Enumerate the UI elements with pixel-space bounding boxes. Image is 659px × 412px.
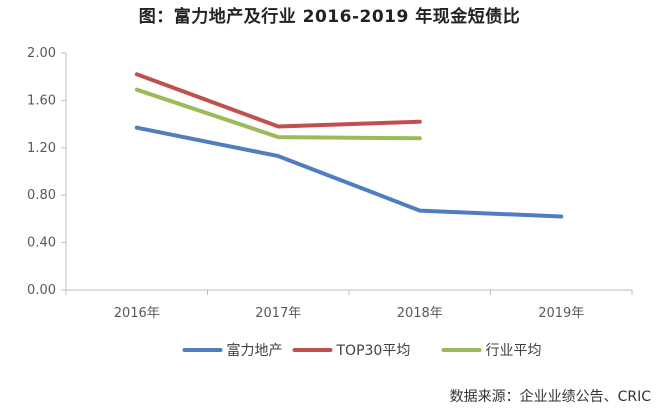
y-tick-label: 0.40: [27, 236, 56, 251]
series-lines: [134, 72, 564, 219]
legend-label-3: 行业平均: [486, 343, 542, 359]
series-line-1: [134, 125, 564, 219]
legend-label-1: 富力地产: [227, 342, 283, 359]
x-tick-label: 2018年: [397, 306, 443, 321]
x-tick-label: 2017年: [255, 306, 301, 321]
y-tick-label: 0.00: [27, 283, 56, 298]
x-tick-label: 2016年: [114, 306, 160, 321]
legend: 富力地产 TOP30平均 行业平均: [182, 342, 542, 359]
y-tick-label: 1.20: [27, 141, 56, 156]
axes: 0.00 0.40 0.80 1.20 1.60 2.00 2016年 2017年 2018年 2…: [27, 46, 633, 321]
y-tick-label: 2.00: [27, 46, 56, 61]
chart-title: 图：富力地产及行业 2016-2019 年现金短债比: [138, 7, 521, 27]
series-line-3: [134, 87, 422, 141]
y-tick-label: 0.80: [27, 188, 56, 203]
x-tick-label: 2019年: [538, 306, 584, 321]
legend-label-2: TOP30平均: [336, 343, 411, 359]
source-note: 数据来源：企业业绩公告、CRIC: [449, 389, 651, 405]
series-line-2: [134, 72, 422, 129]
y-tick-label: 1.60: [27, 93, 56, 108]
